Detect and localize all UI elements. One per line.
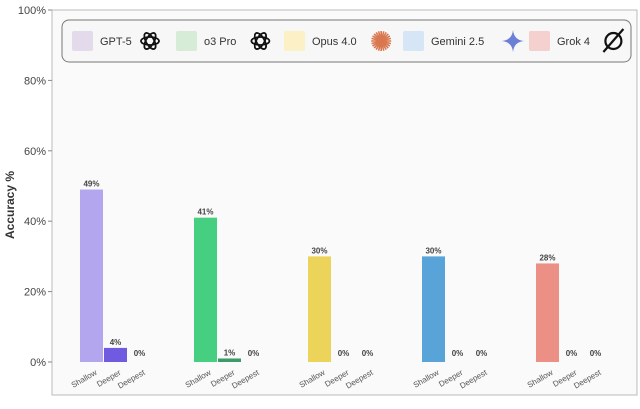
data-label: 49% [83, 180, 99, 189]
data-label: 0% [248, 349, 260, 358]
openai-icon [250, 32, 271, 50]
legend-label: o3 Pro [204, 36, 236, 48]
bar [80, 189, 103, 362]
legend-item: Opus 4.0 [284, 31, 392, 51]
data-label: 30% [311, 246, 327, 255]
data-label: 0% [566, 349, 578, 358]
data-label: 41% [197, 208, 213, 217]
legend-item: GPT-5 [72, 31, 160, 51]
legend-swatch [529, 31, 550, 51]
bar [536, 263, 559, 362]
y-tick-label: 100% [18, 5, 46, 17]
data-label: 0% [338, 349, 350, 358]
bar [194, 217, 217, 362]
data-label: 30% [425, 246, 441, 255]
bar [422, 256, 445, 362]
legend-swatch [72, 31, 93, 51]
y-tick-label: 80% [24, 75, 46, 87]
legend-label: Opus 4.0 [312, 36, 357, 48]
y-axis-label: Accuracy % [3, 171, 17, 239]
data-label: 0% [362, 349, 374, 358]
data-label: 1% [224, 348, 236, 357]
legend-item: o3 Pro [176, 31, 271, 51]
data-label: 0% [476, 349, 488, 358]
gemini-star-icon [502, 30, 524, 52]
anthropic-burst-icon [371, 31, 392, 51]
legend-swatch [403, 31, 424, 51]
y-tick-label: 20% [24, 287, 46, 299]
legend-swatch [176, 31, 197, 51]
data-label: 28% [539, 253, 555, 262]
legend-label: GPT-5 [100, 36, 132, 48]
data-label: 4% [110, 338, 122, 347]
data-label: 0% [452, 349, 464, 358]
bar [308, 256, 331, 362]
grok-icon [602, 28, 625, 53]
data-label: 0% [590, 349, 602, 358]
bar [218, 358, 241, 362]
legend-item: Grok 4 [529, 28, 625, 53]
legend-swatch [284, 31, 305, 51]
openai-icon [140, 32, 160, 50]
y-tick-label: 0% [30, 357, 46, 369]
legend-box [61, 19, 632, 63]
y-tick-label: 40% [24, 216, 46, 228]
legend-label: Grok 4 [557, 36, 590, 48]
y-tick-label: 60% [24, 146, 46, 158]
legend-item: Gemini 2.5 [403, 30, 524, 52]
bar [104, 347, 127, 362]
data-label: 0% [134, 349, 146, 358]
legend-label: Gemini 2.5 [431, 36, 484, 48]
